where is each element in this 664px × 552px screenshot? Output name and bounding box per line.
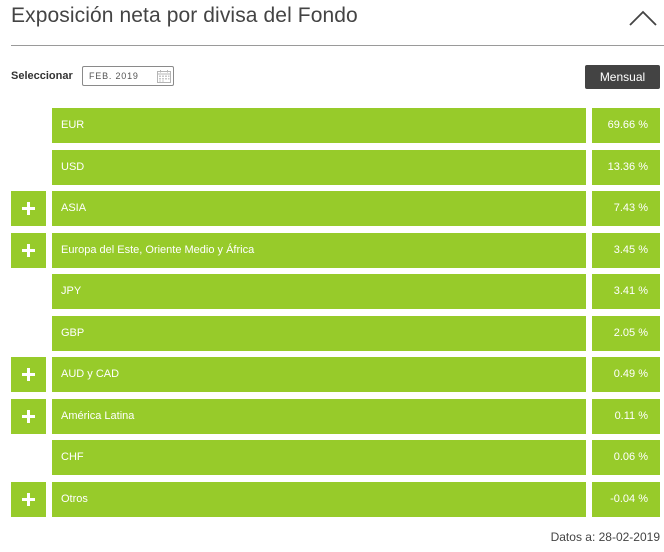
expand-button[interactable] (11, 233, 46, 268)
currency-name: CHF (52, 440, 586, 475)
list-item[interactable]: ASIA 7.43 % (0, 191, 664, 226)
list-item[interactable]: América Latina 0.11 % (0, 399, 664, 434)
currency-name: América Latina (52, 399, 586, 434)
currency-name: Europa del Este, Oriente Medio y África (52, 233, 586, 268)
data-date: Datos a: 28-02-2019 (550, 530, 660, 544)
currency-value: 7.43 % (592, 191, 660, 226)
plus-icon (22, 493, 35, 506)
currency-value: 13.36 % (592, 150, 660, 185)
currency-name: JPY (52, 274, 586, 309)
list-item: GBP 2.05 % (0, 316, 664, 351)
list-item: USD 13.36 % (0, 150, 664, 185)
list-item[interactable]: AUD y CAD 0.49 % (0, 357, 664, 392)
currency-name: Otros (52, 482, 586, 517)
currency-value: 0.06 % (592, 440, 660, 475)
currency-value: 69.66 % (592, 108, 660, 143)
chevron-up-icon (629, 10, 657, 26)
collapse-button[interactable] (626, 6, 660, 28)
list-item: EUR 69.66 % (0, 108, 664, 143)
calendar-icon[interactable] (157, 70, 171, 83)
currency-value: 2.05 % (592, 316, 660, 351)
currency-value: 0.49 % (592, 357, 660, 392)
plus-icon (22, 202, 35, 215)
list-item: JPY 3.41 % (0, 274, 664, 309)
list-item[interactable]: Europa del Este, Oriente Medio y África 3… (0, 233, 664, 268)
header-divider (11, 45, 664, 46)
page-title: Exposición neta por divisa del Fondo (11, 4, 358, 27)
currency-value: 0.11 % (592, 399, 660, 434)
currency-name: GBP (52, 316, 586, 351)
mensual-button[interactable]: Mensual (585, 65, 660, 89)
currency-value: -0.04 % (592, 482, 660, 517)
currency-name: EUR (52, 108, 586, 143)
plus-icon (22, 410, 35, 423)
plus-icon (22, 368, 35, 381)
currency-name: USD (52, 150, 586, 185)
expand-button[interactable] (11, 191, 46, 226)
currency-name: ASIA (52, 191, 586, 226)
select-label: Seleccionar (11, 70, 73, 82)
plus-icon (22, 244, 35, 257)
list-item: CHF 0.06 % (0, 440, 664, 475)
date-picker[interactable]: FEB. 2019 (82, 66, 174, 86)
currency-value: 3.45 % (592, 233, 660, 268)
currency-name: AUD y CAD (52, 357, 586, 392)
expand-button[interactable] (11, 399, 46, 434)
date-value: FEB. 2019 (89, 71, 139, 81)
currency-value: 3.41 % (592, 274, 660, 309)
expand-button[interactable] (11, 482, 46, 517)
list-item[interactable]: Otros -0.04 % (0, 482, 664, 517)
expand-button[interactable] (11, 357, 46, 392)
